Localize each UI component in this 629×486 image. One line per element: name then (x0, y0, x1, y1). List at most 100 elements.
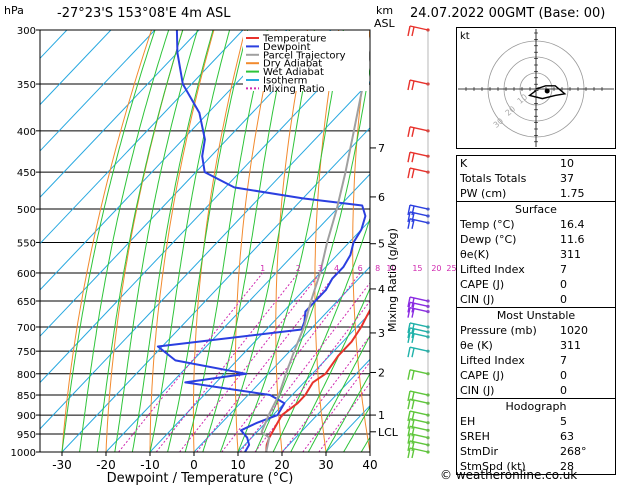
surface-row: Temp (°C) 16.4 (457, 217, 616, 232)
wind-barb-staff (409, 296, 429, 302)
hodograph-title: Hodograph (505, 400, 567, 413)
surface-value: 16.4 (560, 218, 585, 231)
index-value: 1.75 (560, 187, 585, 200)
legend-label: Isotherm (263, 76, 307, 87)
km-tick-label: 4 (378, 283, 385, 296)
wet-adiabat-line (149, 30, 231, 452)
isotherm-line (40, 30, 156, 152)
wind-barb-flag (407, 433, 411, 444)
hodograph-storm-motion (544, 88, 550, 94)
wind-barb-flag (411, 205, 415, 216)
plot-frame (39, 29, 371, 453)
most-unstable-row: Lifted Index 7 (457, 353, 616, 368)
pressure-tick-label: 950 (17, 430, 36, 441)
km-tick-label: 6 (378, 191, 385, 204)
wind-barb-flag (411, 153, 415, 163)
surface-row: CAPE (J) 0 (457, 277, 616, 292)
wind-barb-flag (407, 302, 411, 313)
isotherm-line (40, 30, 288, 291)
surface-label: Dewp (°C) (460, 233, 517, 246)
wind-barb-staff (409, 79, 429, 85)
km-axis-unit: km (376, 4, 394, 17)
wind-barb-staff (409, 167, 429, 173)
x-tick-label: 10 (230, 458, 245, 472)
pressure-tick-label: 300 (17, 26, 36, 37)
km-tick-label: 1 (378, 409, 385, 422)
isotherm-line (193, 266, 370, 452)
pressure-tick-label: 900 (17, 411, 36, 422)
wind-barb-staff (409, 346, 429, 352)
isotherm-line (40, 80, 370, 430)
wind-barb-staff (409, 410, 429, 416)
isotherm-line (105, 173, 370, 452)
station-location: -27°23'S 153°08'E 4m ASL (57, 6, 231, 21)
most-unstable-label: θe (K) (460, 339, 493, 352)
most-unstable-row: Pressure (mb) 1020 (457, 323, 616, 338)
surface-value: 0 (560, 293, 567, 306)
wind-barb-flag (407, 204, 411, 216)
wind-barb-staff (409, 332, 429, 338)
x-tick-label: 0 (190, 458, 198, 472)
index-value: 10 (560, 157, 574, 170)
pressure-tick-label: 750 (17, 347, 36, 358)
wind-barb-staff (409, 322, 429, 328)
most-unstable-row: θe (K) 311 (457, 338, 616, 353)
mixing-ratio-label: 25 (446, 264, 456, 273)
wind-barb-staff (409, 306, 429, 313)
wind-barb-flag (407, 79, 411, 91)
x-tick-label: -30 (52, 458, 72, 472)
wind-barb-staff (409, 433, 429, 439)
wet-adiabat-line (131, 30, 214, 452)
pressure-tick-label: 850 (17, 391, 36, 402)
x-tick-label: 30 (318, 458, 333, 472)
copyright-footer: © weatheronline.co.uk (440, 468, 578, 482)
wet-adiabat-line (96, 30, 184, 452)
surface-title: Surface (515, 203, 557, 216)
mixing-ratio-line (318, 382, 370, 452)
wind-barb-flag (407, 426, 411, 437)
x-tick-label: -20 (96, 458, 116, 472)
wind-barb-staff (409, 25, 429, 31)
indices-panel: K 10 Totals Totals 37 PW (cm) 1.75 Surface Te… (456, 155, 616, 475)
most-unstable-label: Lifted Index (460, 354, 525, 367)
isotherm-line (281, 358, 370, 452)
surface-label: θe(K) (460, 248, 490, 261)
hodograph-row: EH 5 (457, 414, 616, 429)
wind-barb-staff (409, 218, 429, 224)
mixing-ratio-label: 15 (412, 264, 422, 273)
wind-barb-staff (409, 204, 429, 210)
wind-barb-staff (409, 390, 429, 396)
wind-barb-flag (411, 434, 415, 444)
isotherm-line (40, 30, 112, 106)
wet-adiabat-line (237, 30, 344, 452)
mixing-ratio-label: 4 (334, 264, 339, 273)
legend-label: Parcel Trajectory (263, 50, 346, 61)
wind-barb-flag (411, 333, 415, 344)
wind-barb-flag (411, 212, 415, 223)
wind-barb-staff (409, 369, 429, 375)
dry-adiabat-line (619, 30, 629, 452)
isotherm-line (40, 30, 200, 198)
temperature-series (265, 308, 370, 452)
wind-barb-staff (409, 425, 429, 431)
legend-label: Wet Adiabat (263, 67, 324, 78)
hodograph-table: Hodograph EH 5 SREH 63 StmDir 268° StmSpd (kt)… (456, 399, 616, 475)
dry-adiabat-line (105, 30, 184, 452)
surface-label: Lifted Index (460, 263, 525, 276)
mixing-ratio-label: 2 (296, 264, 301, 273)
wet-adiabat-line (202, 30, 290, 452)
mixing-ratio-label: 20 (431, 264, 441, 273)
surface-row: Lifted Index 7 (457, 262, 616, 277)
wind-barb-flag (411, 127, 415, 137)
most-unstable-label: Pressure (mb) (460, 324, 537, 337)
most-unstable-value: 0 (560, 384, 567, 397)
most-unstable-value: 311 (560, 339, 581, 352)
hodograph-value: 28 (560, 460, 574, 473)
wind-barb-flag (407, 211, 411, 223)
wind-barb-flag (407, 126, 411, 137)
wind-barb-staff (409, 301, 429, 308)
most-unstable-label: CIN (J) (460, 384, 495, 397)
dry-adiabat-line (149, 30, 215, 452)
